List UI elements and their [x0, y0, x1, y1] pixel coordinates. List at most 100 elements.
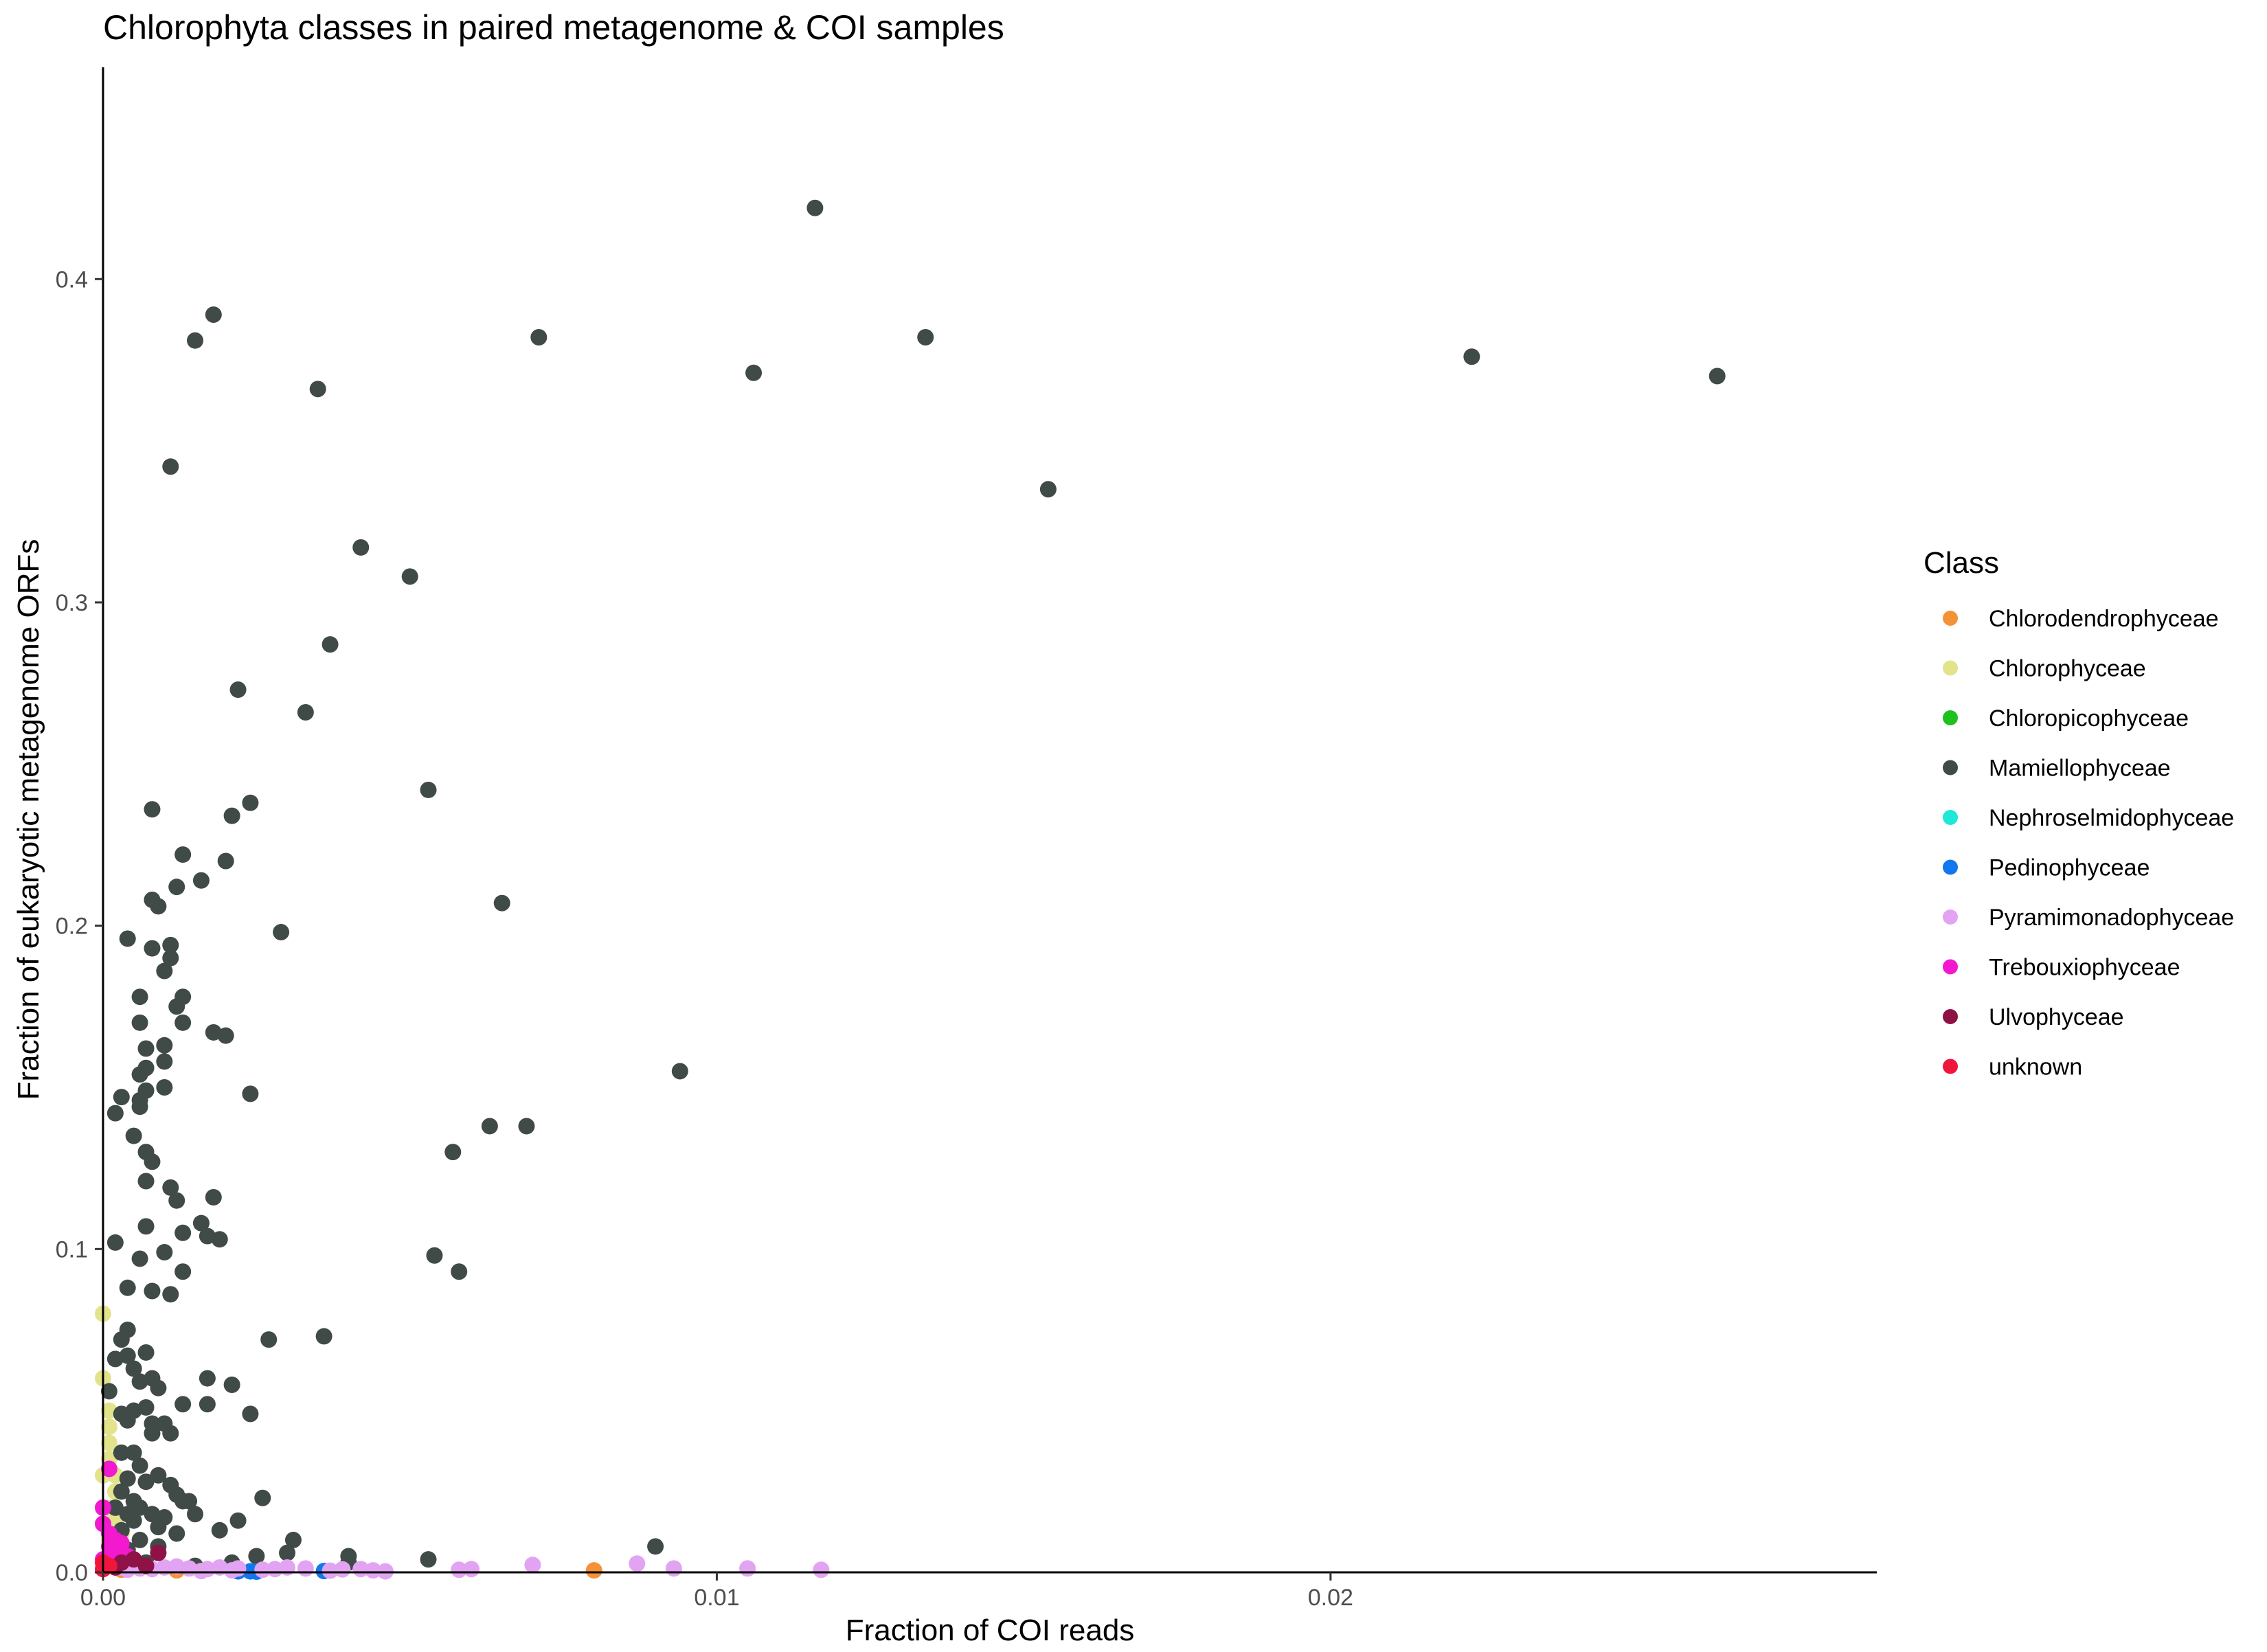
point-mamiellophyceae	[322, 636, 339, 653]
point-mamiellophyceae	[162, 458, 179, 475]
legend-items: Chlorodendrophyceae Chlorophyceae Chloropi…	[1943, 606, 2234, 1080]
point-mamiellophyceae	[119, 1412, 136, 1429]
point-mamiellophyceae	[187, 1506, 204, 1523]
point-pyramimonadophyceae	[192, 1563, 210, 1580]
point-mamiellophyceae	[131, 1531, 148, 1548]
point-mamiellophyceae	[150, 898, 167, 915]
point-pyramimonadophyceae	[665, 1560, 682, 1577]
point-mamiellophyceae	[119, 1279, 136, 1296]
point-mamiellophyceae	[162, 949, 179, 966]
point-mamiellophyceae	[113, 1483, 130, 1500]
point-mamiellophyceae	[199, 1370, 216, 1387]
legend-key-mamiellophyceae	[1943, 760, 1958, 776]
point-chlorophyceae	[100, 1418, 117, 1436]
point-mamiellophyceae	[113, 1444, 130, 1461]
point-mamiellophyceae	[917, 329, 934, 346]
point-mamiellophyceae	[137, 1473, 155, 1491]
point-mamiellophyceae	[205, 306, 222, 324]
point-pyramimonadophyceae	[813, 1561, 830, 1579]
point-mamiellophyceae	[315, 1328, 332, 1345]
point-mamiellophyceae	[137, 1218, 155, 1235]
point-mamiellophyceae	[119, 930, 136, 947]
legend-key-chlorodendrophyceae	[1943, 611, 1958, 626]
legend-key-ulvophyceae	[1943, 1009, 1958, 1024]
point-mamiellophyceae	[162, 1425, 179, 1442]
point-mamiellophyceae	[493, 894, 510, 912]
y-axis-label: Fraction of eukaryotic metagenome ORFs	[12, 539, 45, 1100]
legend-label-trebouxiophyceae: Trebouxiophyceae	[1989, 955, 2180, 981]
point-mamiellophyceae	[284, 1531, 302, 1548]
legend-title: Class	[1924, 546, 1999, 580]
point-mamiellophyceae	[530, 329, 548, 346]
point-mamiellophyceae	[131, 1250, 148, 1267]
point-mamiellophyceae	[242, 1085, 259, 1102]
point-mamiellophyceae	[131, 1373, 148, 1390]
point-mamiellophyceae	[279, 1544, 296, 1561]
point-mamiellophyceae	[352, 539, 370, 556]
x-axis-label: Fraction of COI reads	[846, 1614, 1135, 1647]
point-mamiellophyceae	[223, 807, 240, 824]
point-mamiellophyceae	[481, 1118, 498, 1135]
point-mamiellophyceae	[131, 1098, 148, 1116]
point-mamiellophyceae	[174, 1396, 192, 1413]
point-ulvophyceae	[137, 1557, 155, 1574]
point-mamiellophyceae	[137, 1173, 155, 1190]
point-mamiellophyceae	[426, 1247, 443, 1264]
legend-key-chlorophyceae	[1943, 660, 1958, 676]
point-mamiellophyceae	[242, 794, 259, 811]
y-tick-label: 0.0	[56, 1560, 88, 1586]
legend-label-unknown: unknown	[1989, 1054, 2082, 1080]
point-mamiellophyceae	[156, 1053, 173, 1070]
legend-key-chloropicophyceae	[1943, 710, 1958, 725]
point-mamiellophyceae	[401, 568, 418, 585]
point-mamiellophyceae	[113, 1331, 130, 1348]
point-mamiellophyceae	[174, 846, 192, 863]
point-mamiellophyceae	[205, 1189, 222, 1206]
point-mamiellophyceae	[420, 781, 437, 798]
point-mamiellophyceae	[106, 1105, 124, 1122]
point-mamiellophyceae	[119, 1506, 136, 1523]
point-mamiellophyceae	[156, 1244, 173, 1261]
point-pyramimonadophyceae	[365, 1562, 382, 1579]
point-mamiellophyceae	[137, 1040, 155, 1057]
point-mamiellophyceae	[211, 1521, 228, 1539]
point-ulvophyceae	[150, 1544, 167, 1561]
point-pyramimonadophyceae	[451, 1561, 468, 1579]
point-pyramimonadophyceae	[629, 1555, 646, 1572]
y-axis-ticks: 0.0 0.1 0.2 0.3 0.4	[56, 267, 103, 1586]
point-mamiellophyceae	[444, 1144, 462, 1161]
point-mamiellophyceae	[807, 199, 824, 216]
point-mamiellophyceae	[125, 1127, 142, 1144]
point-mamiellophyceae	[229, 681, 247, 699]
point-mamiellophyceae	[150, 1379, 167, 1396]
legend-key-unknown	[1943, 1059, 1958, 1074]
point-pyramimonadophyceae	[524, 1557, 541, 1574]
chart-title: Chlorophyta classes in paired metagenome…	[103, 8, 1004, 47]
point-mamiellophyceae	[273, 924, 290, 941]
y-tick-label: 0.1	[56, 1236, 88, 1263]
point-mamiellophyceae	[131, 988, 148, 1006]
legend-label-chloropicophyceae: Chloropicophyceae	[1989, 705, 2189, 732]
x-tick-label: 0.02	[1308, 1585, 1353, 1611]
point-mamiellophyceae	[150, 1519, 167, 1536]
point-mamiellophyceae	[1708, 367, 1726, 385]
legend-label-pyramimonadophyceae: Pyramimonadophyceae	[1989, 905, 2234, 931]
point-mamiellophyceae	[420, 1551, 437, 1568]
point-mamiellophyceae	[192, 872, 210, 889]
legend-label-pedinophyceae: Pedinophyceae	[1989, 855, 2150, 881]
point-mamiellophyceae	[297, 704, 314, 721]
point-mamiellophyceae	[174, 1224, 192, 1241]
point-pyramimonadophyceae	[322, 1562, 339, 1579]
point-mamiellophyceae	[106, 1234, 124, 1251]
point-mamiellophyceae	[229, 1512, 247, 1529]
point-mamiellophyceae	[211, 1231, 228, 1248]
y-tick-label: 0.3	[56, 590, 88, 616]
point-mamiellophyceae	[174, 1014, 192, 1031]
point-pyramimonadophyceae	[223, 1562, 240, 1579]
point-mamiellophyceae	[647, 1538, 664, 1555]
point-pyramimonadophyceae	[168, 1558, 185, 1575]
point-mamiellophyceae	[106, 1350, 124, 1368]
point-mamiellophyceae	[671, 1063, 688, 1080]
point-mamiellophyceae	[156, 1037, 173, 1054]
point-mamiellophyceae	[309, 381, 326, 398]
